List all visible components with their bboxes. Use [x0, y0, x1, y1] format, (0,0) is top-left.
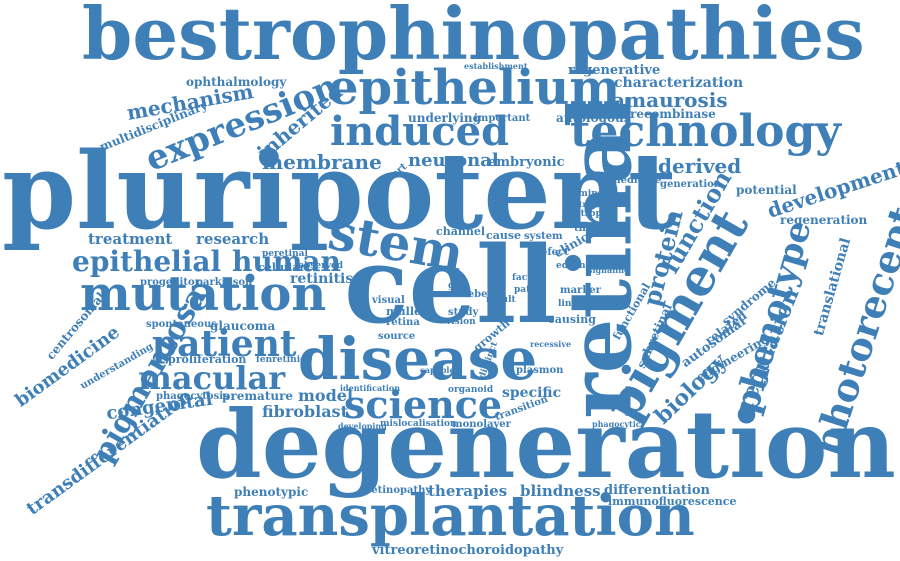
word-regenerative: regenerative	[568, 63, 661, 78]
word-generation: generation	[660, 179, 722, 190]
word-mutation: mutation	[80, 266, 327, 322]
word-observed: observed	[298, 261, 344, 271]
word-factor: factor	[512, 273, 543, 283]
word-monolayer: monolayer	[452, 419, 511, 430]
word-membrane: membrane	[262, 150, 382, 174]
word-retinopathy: retinopathy	[366, 485, 432, 496]
word-disease: disease	[298, 325, 538, 393]
word-developing: developing	[338, 421, 387, 431]
word-therapy: therapy	[574, 223, 617, 234]
word-glia: glia	[448, 281, 467, 291]
word-induced: induced	[330, 108, 510, 155]
word-recombinase: recombinase	[630, 107, 716, 121]
word-retina: retina	[386, 317, 420, 328]
word-patch: patch	[514, 285, 543, 295]
word-mislocalisation: mislocalisation	[380, 419, 457, 429]
word-spontaneous: spontaneous	[146, 319, 217, 330]
word-proliferation: proliferation	[168, 353, 247, 366]
word-underlying: underlying	[408, 111, 482, 125]
word-fenretinide: fenretinide	[256, 355, 313, 365]
word-science: science	[344, 382, 503, 427]
word-study: study	[448, 307, 479, 318]
word-human: human	[232, 245, 341, 278]
word-glaucoma: glaucoma	[210, 319, 276, 333]
word-specific: specific	[502, 385, 562, 401]
word-source: source	[378, 331, 416, 342]
word-epithelial: epithelial	[72, 245, 222, 278]
word-editing: editing	[556, 261, 592, 271]
word-characterization: characterization	[614, 75, 744, 91]
word-macular: macular	[138, 359, 286, 397]
word-amaurosis: amaurosis	[612, 88, 728, 112]
word-degeneration: degeneration	[196, 390, 896, 500]
word-visual: visual	[372, 295, 405, 306]
word-retinitis: retinitis	[290, 271, 354, 287]
word-autologous: autologous	[556, 111, 631, 125]
word-differentiation: differentiation	[604, 483, 710, 498]
word-progenitor: progenitor	[140, 277, 200, 288]
word-bestrophinopathies: bestrophinopathies	[82, 0, 865, 76]
word-patient: patient	[152, 323, 297, 365]
word-channel: channel	[436, 225, 485, 238]
word-linked: linked	[558, 299, 590, 309]
word-fibroblast: fibroblast	[262, 402, 348, 421]
word-transplantation: transplantation	[206, 483, 695, 549]
word-plasmon: plasmon	[516, 365, 564, 376]
word-vision: vision	[446, 317, 476, 327]
word-dystrophies: dystrophies	[564, 199, 617, 209]
word-marker: marker	[560, 285, 601, 296]
word-important: important	[474, 113, 531, 124]
word-peretinal: peretinal	[262, 249, 308, 259]
word-leber: leber	[464, 289, 493, 300]
word-regeneration: regeneration	[780, 213, 868, 227]
word-immunofluorescence: immunofluorescence	[608, 495, 737, 508]
word-system: system	[524, 231, 563, 242]
word-derived: derived	[658, 154, 742, 178]
word-embryonic: embryonic	[488, 155, 565, 170]
word-defect: defect	[534, 247, 569, 258]
word-identification: identification	[340, 383, 401, 393]
word-causing: causing	[548, 313, 596, 326]
word-pluripotent: pluripotent	[2, 128, 677, 253]
word-epithelium: epithelium	[328, 60, 621, 116]
word-ophthalmology: ophthalmology	[186, 75, 287, 89]
word-phagocytic: phagocytic	[592, 419, 641, 429]
word-vitreoretinochoroidopathy: vitreoretinochoroidopathy	[372, 543, 564, 558]
word-cell: cell	[344, 222, 557, 347]
word-organoid: organoid	[448, 385, 494, 395]
word-cause: cause	[486, 229, 522, 242]
word-research: research	[196, 230, 270, 248]
word-result: result	[486, 295, 516, 305]
word-signaling: signaling	[588, 265, 630, 275]
word-ganglion: ganglion	[576, 295, 616, 305]
word-dystrophic: dystrophic	[564, 209, 618, 219]
word-muller: müller	[386, 305, 427, 318]
word-capable: capable	[420, 365, 455, 375]
word-medicine: medicine	[610, 175, 662, 186]
word-blindness: blindness	[520, 482, 601, 500]
word-premature: premature	[222, 389, 294, 403]
word-technology: technology	[570, 106, 841, 157]
word-parkinson: parkinson	[196, 277, 253, 288]
word-phenotypic: phenotypic	[234, 485, 309, 499]
word-treatment: treatment	[88, 230, 173, 248]
word-phagocytosis: phagocytosis	[156, 391, 229, 402]
word-cellular: cellular	[258, 261, 306, 274]
word-therapies: therapies	[428, 482, 508, 500]
word-neuronal: neuronal	[408, 150, 499, 171]
word-recessive: recessive	[530, 339, 572, 349]
word-model: model	[298, 386, 354, 405]
word-dominant: dominant	[566, 189, 615, 199]
word-potential: potential	[736, 183, 797, 197]
word-establishment: establishment	[464, 61, 528, 71]
